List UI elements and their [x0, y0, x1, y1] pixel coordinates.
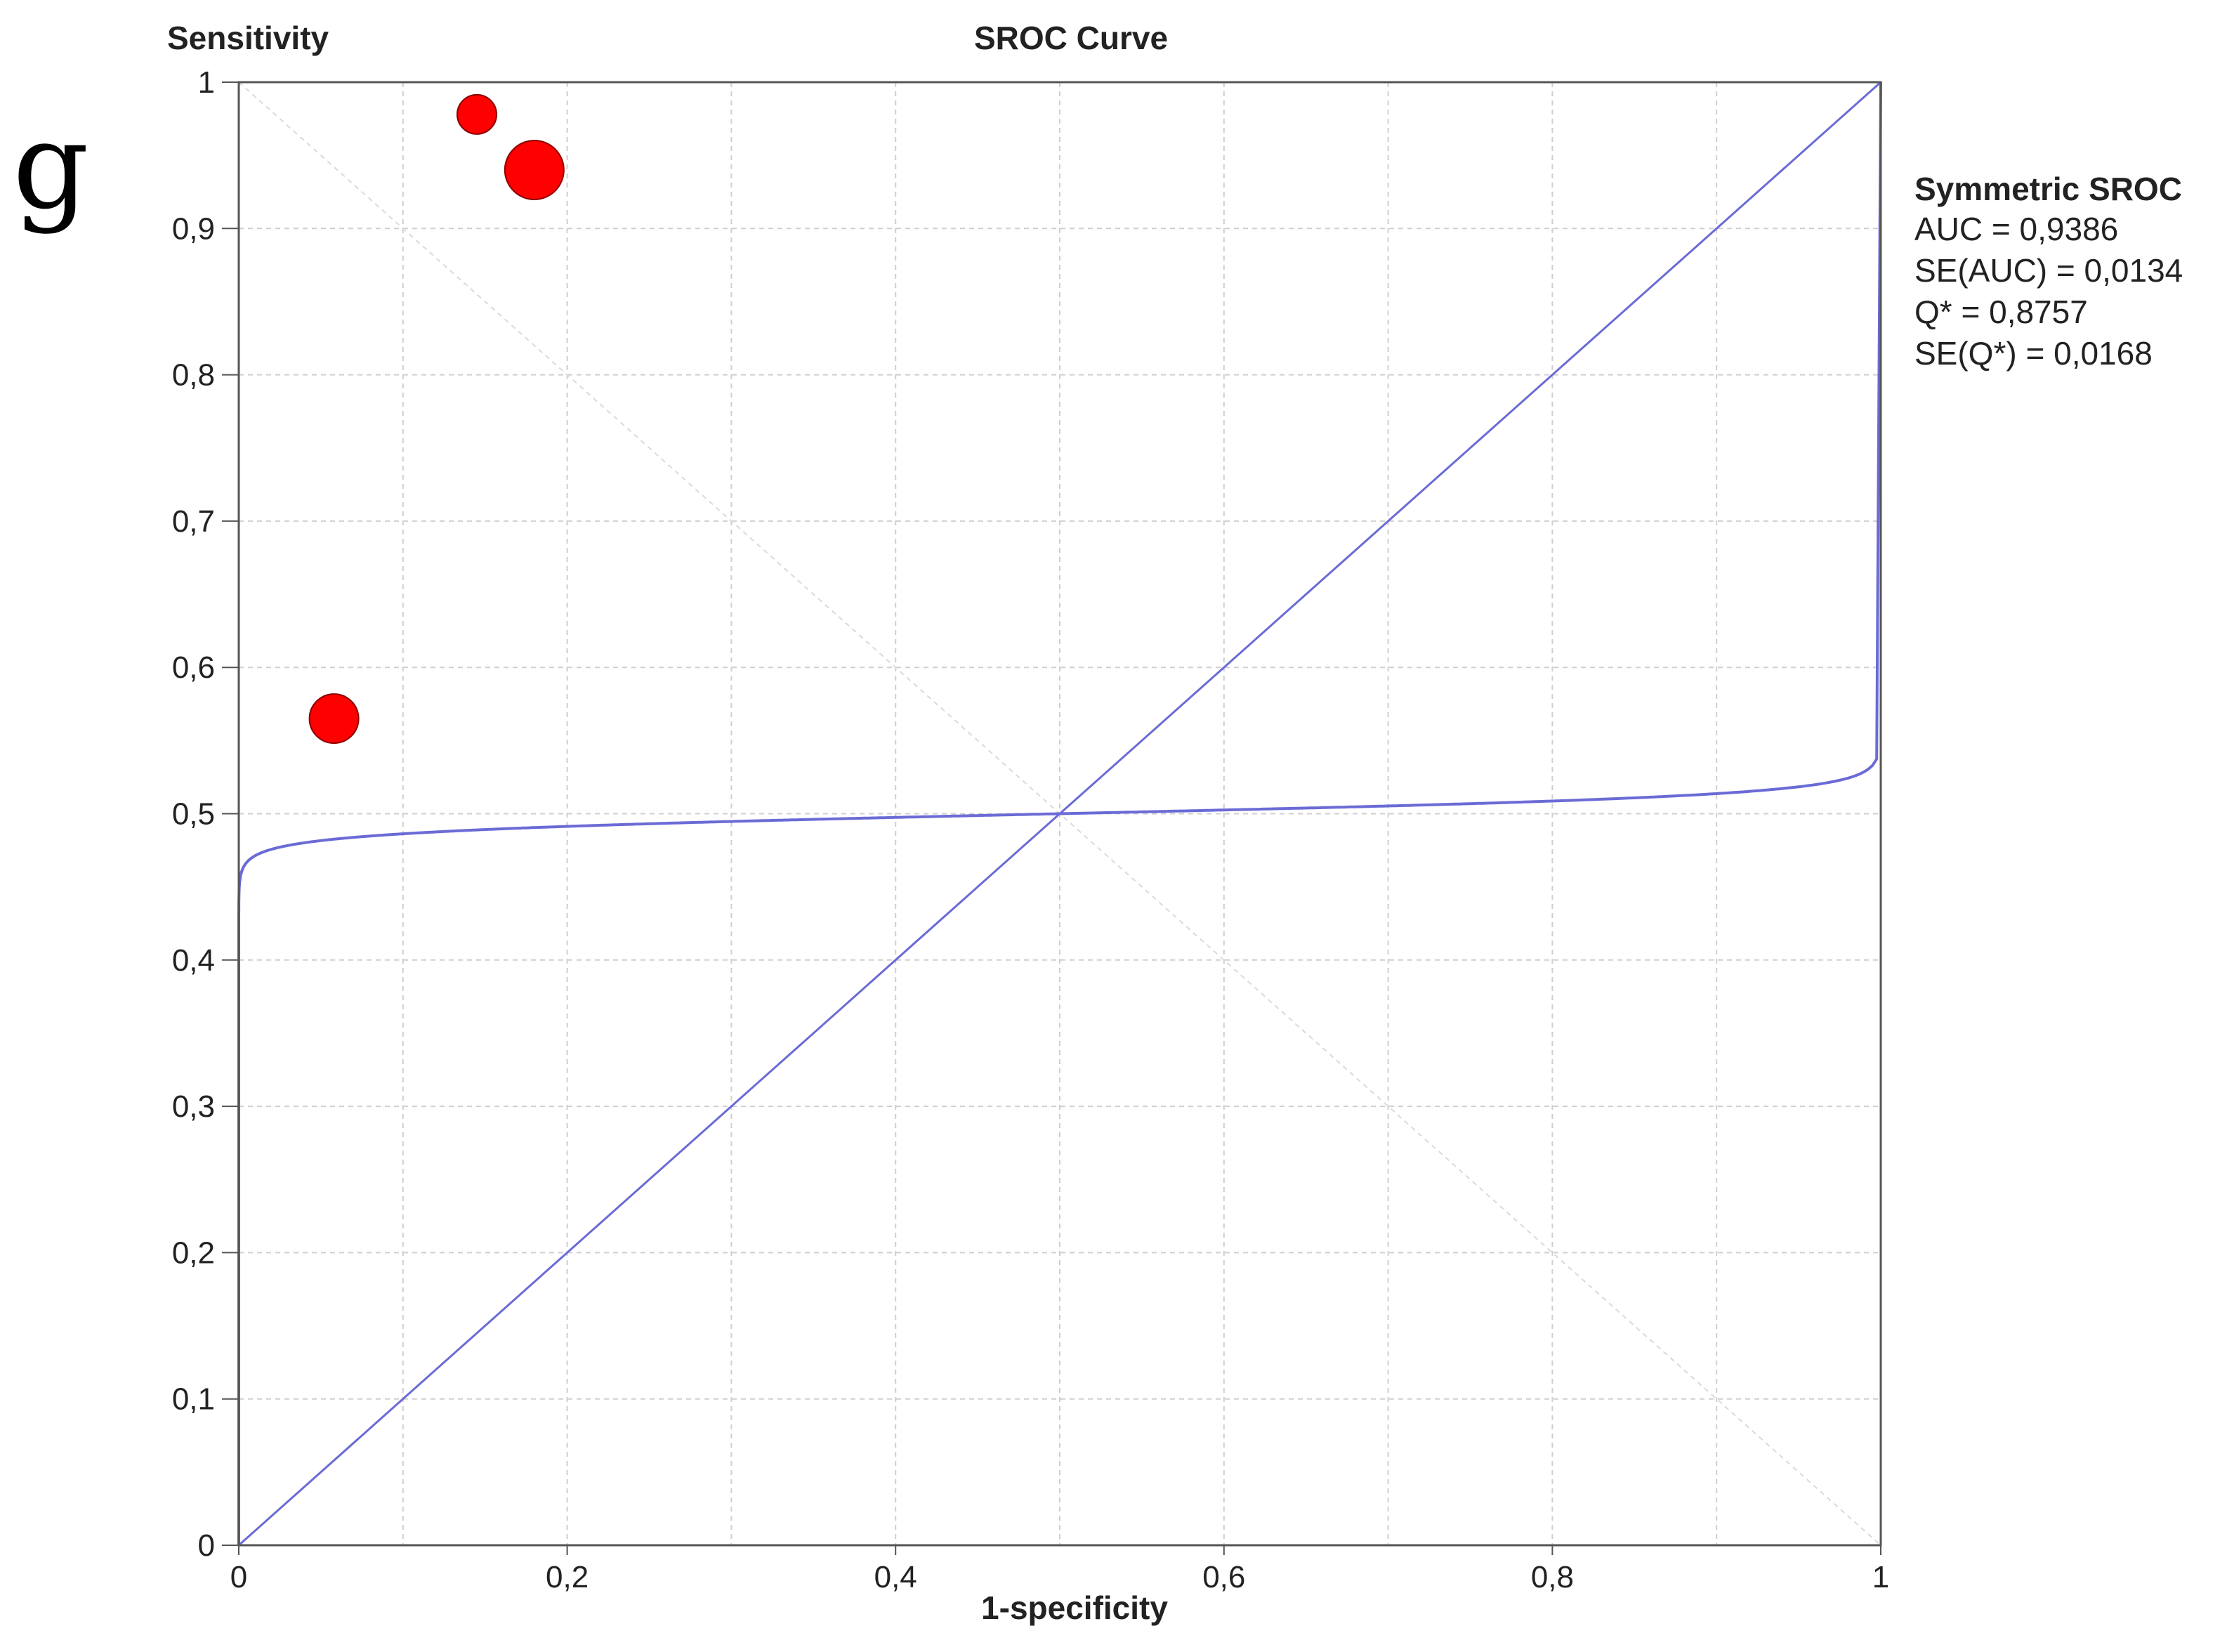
x-axis-label: 1-specificity: [981, 1589, 1168, 1626]
study-point: [504, 139, 565, 200]
y-axis-label: Sensitivity: [167, 20, 329, 56]
y-tick-label: 0,9: [172, 211, 215, 246]
y-tick-label: 1: [198, 65, 215, 100]
y-tick-label: 0,1: [172, 1382, 215, 1417]
sroc-curve: [237, 81, 1882, 1545]
x-tick-label: 0,8: [1531, 1560, 1574, 1594]
grid-lines: [239, 82, 1881, 1545]
sroc-curves: [237, 81, 1882, 1545]
x-tick-label: 0,2: [546, 1560, 589, 1594]
y-tick-label: 0,3: [172, 1089, 215, 1124]
y-tick-label: 0,2: [172, 1235, 215, 1270]
x-tick-label: 0,6: [1202, 1560, 1245, 1594]
y-tick-label: 0,7: [172, 504, 215, 539]
x-tick-label: 0,4: [874, 1560, 917, 1594]
stat-auc: AUC = 0,9386: [1914, 211, 2118, 247]
study-point: [456, 93, 498, 135]
stat-se-q-star: SE(Q*) = 0,0168: [1914, 335, 2153, 372]
x-tick-label: 1: [1872, 1560, 1889, 1594]
y-tick-label: 0,8: [172, 358, 215, 393]
x-tick-label: 0: [230, 1560, 247, 1594]
y-tick-label: 0,4: [172, 943, 215, 978]
panel-letter: g: [13, 97, 89, 236]
stat-q-star: Q* = 0,8757: [1914, 294, 2088, 330]
y-tick-labels: 0 0,1 0,2 0,3 0,4 0,5 0,6 0,7 0,8 0,9 1: [172, 65, 239, 1563]
y-tick-label: 0,6: [172, 650, 215, 685]
stat-se-auc: SE(AUC) = 0,0134: [1914, 252, 2183, 289]
y-tick-label: 0: [198, 1528, 215, 1563]
study-points: [308, 93, 565, 745]
legend-title: Symmetric SROC: [1914, 171, 2182, 207]
chart-title: SROC Curve: [974, 20, 1168, 56]
study-point: [308, 693, 360, 745]
x-tick-labels: 0 0,2 0,4 0,6 0,8 1: [230, 1545, 1889, 1594]
stats-box: Symmetric SROC AUC = 0,9386 SE(AUC) = 0,…: [1914, 171, 2183, 372]
y-tick-label: 0,5: [172, 797, 215, 832]
